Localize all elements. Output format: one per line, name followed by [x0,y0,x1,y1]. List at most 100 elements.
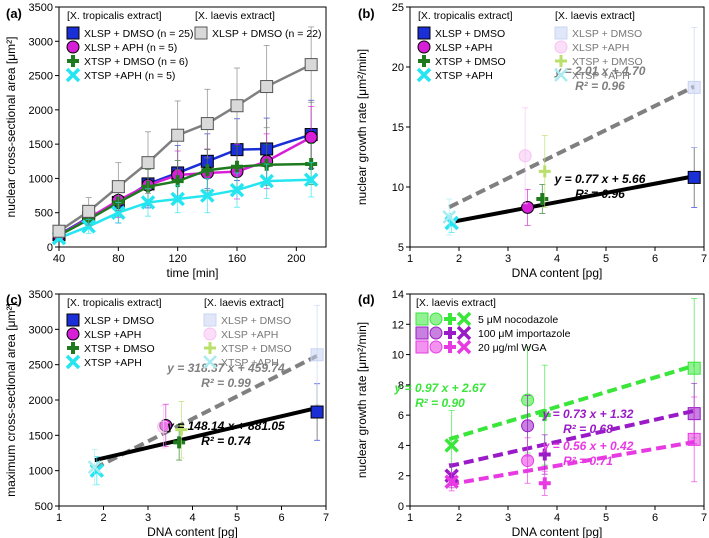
legend-label: XTSP + DMSO [572,56,643,68]
legend-label: 100 μM importazole [478,328,571,340]
data-point [521,419,535,433]
series [444,472,459,492]
legend-marker [194,26,208,40]
x-tick-label: 5 [603,512,609,524]
series [536,184,549,214]
x-tick-label: 40 [53,253,65,265]
fit-r2: R² = 0.68 [563,422,613,436]
y-tick-label: 2000 [29,395,53,407]
fit-line [448,408,695,469]
data-point [538,448,551,461]
legend-marker [203,355,217,369]
x-tick-label: 160 [228,253,246,265]
legend-label: XLSP +APH [84,329,141,341]
data-point [687,432,701,446]
y-tick-label: 3000 [29,36,53,48]
legend-marker [204,342,216,354]
legend-label: XLSP +APH [221,329,278,341]
x-tick-label: 2 [100,512,106,524]
legend-marker [416,67,432,83]
legend-marker [444,313,456,325]
panel-b: 1 2 3 4 5 6 7 5 10 15 20 25 DNA content [pg] nuclear … [355,2,707,280]
y-axis-label: nuclear growth rate [μm²/min] [355,322,369,478]
legend-label: XTSP +APH [572,70,630,82]
panel-label: (a) [6,6,22,21]
legend-label: XLSP + DMSO [84,315,154,327]
data-point [444,474,459,490]
legend-marker [417,26,431,40]
y-tick-label: 14 [392,289,404,301]
y-tick-label: 10 [392,350,404,362]
legend-label: XTSP + DMSO [435,56,506,68]
series [157,405,171,449]
fit-r2: R² = 0.90 [415,396,465,410]
legend-header: [X. laevis extract] [195,10,275,22]
legend-label: XLSP + DMSO (n = 22) [212,28,322,40]
y-axis-label: maximum cross-sectional area [μm²] [4,303,18,497]
series [538,134,551,208]
x-tick-label: 7 [323,512,329,524]
y-tick-label: 2500 [29,71,53,83]
series [442,198,457,236]
x-tick-label: 1 [56,512,62,524]
legend: [X. laevis extract] 5 μM nocodazole 100 μM… [415,297,571,355]
fit-equation: y = 318.37 x + 459.74 [166,361,285,375]
x-tick-label: 5 [234,512,240,524]
fit-equation: y = 0.77 x + 5.66 [554,172,646,186]
fit-equation: y = 0.56 x + 0.42 [542,439,634,453]
legend-marker [429,326,443,340]
data-point [111,180,125,194]
x-tick-label: 6 [278,512,284,524]
x-axis-label: DNA content [pg] [147,525,238,538]
legend-label: XLSP + DMSO (n = 25) [84,28,194,40]
y-axis-label: nuclear cross-sectional area [μm²] [4,37,18,218]
legend-marker [456,311,472,327]
legend-marker [456,325,472,341]
data-point [536,193,549,205]
data-point [231,160,243,173]
fit-line [94,405,318,463]
fit-equation: y = 2.01 x + 4.70 [554,64,646,78]
legend-marker [418,55,430,67]
data-point [140,195,156,210]
data-point [687,80,701,94]
fit-equation: y = 0.73 x + 1.32 [542,407,634,421]
x-tick-label: 4 [554,512,560,524]
legend-marker [444,327,456,339]
data-point [200,117,214,131]
legend-marker [554,40,568,54]
fit-line [448,363,695,442]
y-tick-label: 15 [392,122,404,134]
legend-label: XLSP +APH [435,42,492,54]
plot-frame [58,293,327,507]
series [87,449,102,486]
legend-label: 5 μM nocodazole [478,314,558,326]
legend-label: XTSP +APH (n = 5) [84,70,175,82]
y-tick-label: 1500 [29,430,53,442]
x-tick-label: 7 [701,253,707,265]
fit-line [448,440,695,487]
data-point [538,477,551,490]
legend-marker [203,327,217,341]
x-tick-label: 80 [112,253,124,265]
x-tick-label: 6 [652,512,658,524]
panel-label: (b) [358,6,375,21]
data-point [304,58,318,72]
series [52,26,318,238]
y-tick-label: 500 [35,501,53,513]
data-point [260,80,274,94]
series [310,304,324,405]
x-tick-label: 1 [407,253,413,265]
data-point [521,200,535,214]
x-axis-label: DNA content [pg] [512,525,603,538]
panel-label: (d) [358,292,375,307]
legend-marker [415,340,429,354]
data-point [310,405,324,419]
series [521,437,535,484]
y-tick-label: 500 [35,208,53,220]
y-tick-label: 0 [398,501,404,513]
data-point [87,460,102,475]
x-tick-label: 200 [287,253,305,265]
fit-r2: R² = 0.96 [575,187,625,201]
